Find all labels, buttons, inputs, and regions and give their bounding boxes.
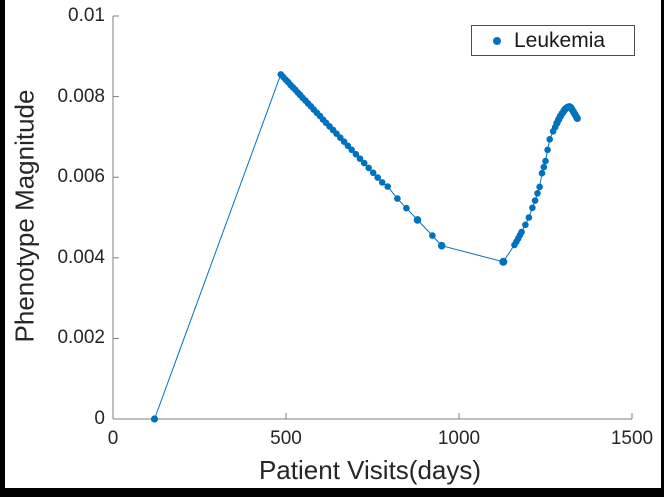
data-point (352, 150, 360, 158)
data-point (531, 197, 539, 204)
data-point (499, 257, 508, 266)
legend-label: Leukemia (514, 28, 606, 52)
data-point (356, 155, 364, 162)
y-tick-label: 0.01 (68, 5, 105, 26)
data-point (546, 136, 553, 143)
legend[interactable]: Leukemia (471, 25, 635, 56)
data-point (536, 183, 543, 191)
y-axis-label: Phenotype Magnitude (9, 89, 40, 343)
data-point (437, 241, 446, 250)
data-point (525, 214, 533, 221)
x-tick-label: 1000 (437, 428, 481, 449)
data-point (360, 159, 368, 167)
data-point (529, 204, 536, 212)
data-point (540, 163, 548, 171)
data-point (538, 169, 546, 177)
y-tick-label: 0.002 (57, 327, 105, 349)
data-point (542, 157, 549, 165)
data-point (365, 164, 373, 172)
data-point (518, 228, 525, 236)
chart-area (112, 15, 633, 423)
x-tick-label: 0 (107, 428, 119, 449)
y-tick-label: 0 (94, 408, 105, 429)
data-point (348, 146, 356, 154)
data-point (374, 174, 382, 181)
plot-canvas: 0 500 1000 1500 0 0.002 0.004 0.006 0.008 0.01 Ph… (5, 0, 661, 488)
x-axis-label: Patient Visits(days) (258, 455, 482, 485)
data-point (413, 216, 422, 224)
data-point (369, 169, 377, 177)
data-point (378, 179, 386, 186)
data-point (522, 221, 529, 229)
data-point (544, 146, 551, 154)
data-point (384, 183, 392, 190)
data-point (150, 415, 159, 423)
data-point (429, 232, 436, 239)
data-point (394, 195, 401, 202)
y-tick-label: 0.008 (57, 85, 105, 107)
legend-marker-icon (493, 36, 501, 45)
x-tick-label: 500 (270, 428, 302, 449)
data-point (573, 114, 581, 122)
x-tick-label: 1500 (610, 428, 654, 449)
data-point (534, 190, 541, 197)
y-tick-label: 0.004 (57, 246, 105, 268)
data-point (403, 204, 410, 212)
y-tick-label: 0.006 (57, 166, 105, 188)
